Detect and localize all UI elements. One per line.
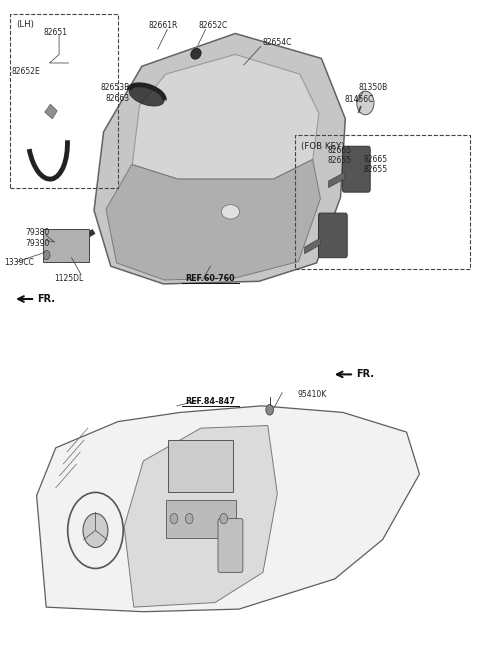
Circle shape bbox=[185, 513, 193, 524]
Text: 82652E: 82652E bbox=[11, 67, 40, 76]
Ellipse shape bbox=[191, 49, 201, 59]
Text: REF.84-847: REF.84-847 bbox=[185, 397, 235, 407]
Polygon shape bbox=[45, 104, 57, 119]
Bar bbox=[295, 135, 470, 269]
Polygon shape bbox=[106, 160, 321, 280]
Text: 1125DL: 1125DL bbox=[54, 273, 84, 283]
FancyBboxPatch shape bbox=[43, 229, 89, 261]
Polygon shape bbox=[124, 426, 277, 607]
Text: 95410K: 95410K bbox=[298, 390, 327, 399]
Circle shape bbox=[220, 513, 228, 524]
Polygon shape bbox=[328, 173, 344, 187]
Polygon shape bbox=[94, 34, 345, 284]
FancyBboxPatch shape bbox=[218, 518, 243, 572]
Text: (LH): (LH) bbox=[16, 20, 34, 30]
Text: 79380: 79380 bbox=[25, 228, 50, 237]
Text: 82655: 82655 bbox=[327, 156, 351, 165]
Text: 1339CC: 1339CC bbox=[4, 258, 35, 267]
Polygon shape bbox=[36, 406, 420, 612]
Text: FR.: FR. bbox=[356, 369, 374, 379]
Text: 82663: 82663 bbox=[106, 94, 130, 103]
Text: 81456C: 81456C bbox=[344, 95, 374, 104]
Ellipse shape bbox=[221, 204, 240, 219]
Polygon shape bbox=[132, 55, 319, 179]
Circle shape bbox=[266, 405, 274, 415]
Text: REF.60-760: REF.60-760 bbox=[185, 274, 235, 283]
Text: 82655: 82655 bbox=[363, 166, 388, 174]
FancyBboxPatch shape bbox=[319, 213, 347, 258]
Circle shape bbox=[83, 513, 108, 547]
Text: 82651: 82651 bbox=[44, 28, 68, 37]
Circle shape bbox=[357, 91, 374, 115]
Text: 82665: 82665 bbox=[363, 155, 388, 164]
FancyBboxPatch shape bbox=[168, 440, 233, 492]
Bar bbox=[10, 14, 118, 187]
Ellipse shape bbox=[129, 85, 164, 106]
Text: FR.: FR. bbox=[37, 294, 56, 304]
Circle shape bbox=[43, 250, 50, 260]
Polygon shape bbox=[305, 238, 321, 254]
Text: 82661R: 82661R bbox=[148, 21, 178, 30]
Text: 82654C: 82654C bbox=[263, 38, 292, 47]
Text: 82653B: 82653B bbox=[100, 83, 130, 92]
Text: 81350B: 81350B bbox=[359, 83, 388, 92]
Circle shape bbox=[170, 513, 178, 524]
FancyBboxPatch shape bbox=[166, 499, 236, 538]
Text: 82652C: 82652C bbox=[198, 21, 228, 30]
Text: 79390: 79390 bbox=[25, 238, 50, 248]
FancyBboxPatch shape bbox=[342, 147, 370, 192]
Text: (FOB KEY): (FOB KEY) bbox=[301, 142, 344, 150]
Text: 82665: 82665 bbox=[327, 146, 351, 154]
